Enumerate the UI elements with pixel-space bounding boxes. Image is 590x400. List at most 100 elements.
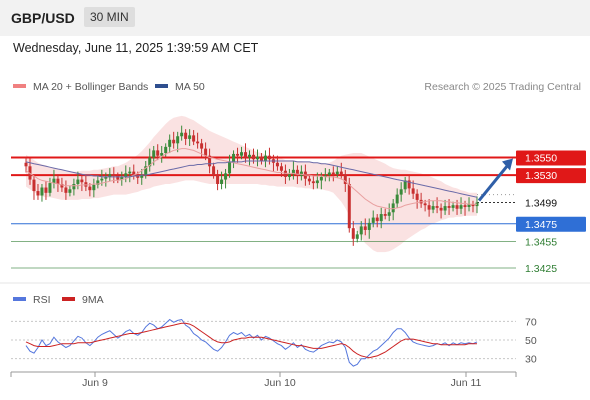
candle-body	[180, 132, 184, 137]
candle-body	[407, 180, 411, 189]
candle-body	[208, 155, 212, 167]
candle-body	[471, 204, 475, 207]
candle-body	[347, 183, 351, 229]
candle-body	[399, 189, 403, 195]
candle-body	[32, 179, 36, 192]
candle-body	[307, 178, 311, 182]
candle-body	[311, 181, 315, 184]
candle-body	[212, 166, 216, 176]
candle-body	[383, 214, 387, 216]
ma20-line	[25, 148, 477, 210]
candle-body	[423, 203, 427, 206]
price-label-1-3455: 1.3455	[525, 236, 557, 248]
candle-body	[255, 156, 259, 160]
candle-body	[76, 179, 80, 184]
candle-body	[36, 191, 40, 196]
candle-body	[96, 180, 100, 185]
candle-body	[323, 175, 327, 177]
candle-body	[236, 153, 240, 156]
candle-body	[172, 139, 176, 144]
candle-body	[403, 180, 407, 190]
candle-body	[144, 166, 148, 176]
candle-body	[52, 178, 56, 184]
candle-body	[156, 150, 160, 156]
candle-body	[80, 179, 84, 183]
price-label-1-3499-box	[516, 195, 586, 211]
ma50-legend-swatch	[155, 84, 168, 88]
candle-body	[68, 189, 72, 193]
candle-body	[287, 174, 291, 177]
candle-body	[216, 175, 220, 184]
rsi-line	[25, 318, 478, 367]
time-tick-label: Jun 11	[451, 377, 482, 389]
timeframe-badge[interactable]: 30 MIN	[84, 7, 135, 27]
candle-body	[104, 176, 108, 179]
candle-body	[291, 169, 295, 175]
ma50-line	[25, 160, 478, 198]
candle-body	[379, 214, 383, 222]
candle-body	[351, 228, 355, 239]
candle-body	[64, 187, 68, 193]
candle-body	[463, 205, 467, 207]
candle-body	[200, 143, 204, 149]
price-label-1-3475: 1.3475	[525, 219, 557, 231]
projection-arrow-head	[502, 158, 513, 171]
time-axis: Jun 9 Jun 10 Jun 11	[10, 371, 517, 389]
candle-body	[72, 183, 76, 190]
candle-body	[387, 212, 391, 216]
chart-header: GBP/USD 30 MIN	[0, 0, 590, 36]
candle-body	[459, 205, 463, 209]
candle-body	[367, 222, 371, 230]
price-label-1-3530-box	[516, 168, 586, 184]
candle-body	[244, 152, 248, 158]
rsi-ma-legend-swatch	[62, 297, 75, 301]
candle-body	[112, 174, 116, 177]
candle-body	[228, 161, 232, 174]
price-label-1-3550: 1.3550	[525, 152, 557, 164]
candle-body	[240, 152, 244, 156]
timestamp: Wednesday, June 11, 2025 1:39:59 AM CET	[13, 41, 259, 55]
candle-body	[184, 132, 188, 139]
candle-body	[319, 176, 323, 181]
candle-body	[339, 171, 343, 175]
candle-body	[467, 204, 471, 207]
candle-body	[443, 206, 447, 211]
candle-body	[451, 205, 455, 208]
candle-body	[431, 206, 435, 210]
time-tick-label: Jun 10	[264, 377, 296, 389]
candle-body	[275, 162, 279, 167]
candle-body	[355, 234, 359, 239]
candle-body	[415, 193, 419, 200]
candle-body	[152, 150, 156, 158]
candle-body	[176, 136, 180, 144]
candle-body	[92, 184, 96, 191]
candle-body	[100, 178, 104, 181]
projection-arrow-shaft	[477, 161, 512, 202]
ma50-legend-label: MA 50	[175, 81, 205, 93]
candle-body	[188, 135, 192, 139]
candle-body	[60, 183, 64, 188]
candle-body	[359, 226, 363, 235]
ma20-legend-swatch	[13, 84, 26, 88]
candle-body	[192, 135, 196, 142]
candle-body	[259, 156, 263, 161]
candle-body	[411, 188, 415, 194]
level-labels: 1.3550 1.3530 1.3475 1.3455 1.3425 1.3499	[516, 150, 586, 275]
candle-body	[375, 217, 379, 222]
rsi-ma-legend-label: 9MA	[82, 294, 104, 306]
candle-body	[232, 153, 236, 162]
candle-body	[168, 139, 172, 147]
candle-body	[251, 154, 255, 160]
rsi-legend-label: RSI	[33, 294, 51, 306]
candle-body	[295, 169, 299, 177]
candle-body	[120, 176, 124, 180]
instrument-label: GBP/USD	[11, 10, 75, 26]
price-label-1-3530: 1.3530	[525, 170, 557, 182]
price-label-1-3425: 1.3425	[525, 263, 557, 275]
candle-body	[48, 183, 52, 193]
candle-body	[395, 194, 399, 204]
candle-body	[263, 155, 267, 161]
rsi-tick-label: 50	[525, 335, 537, 347]
candle-body	[196, 141, 200, 144]
candle-body	[44, 187, 48, 193]
